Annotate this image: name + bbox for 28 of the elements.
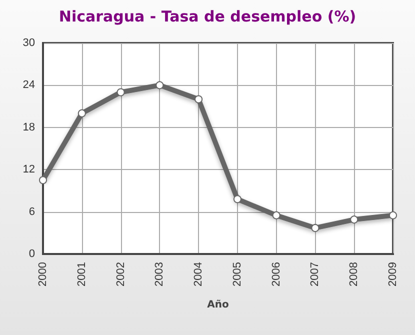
x-tick-label: 2004 bbox=[192, 262, 205, 286]
point bbox=[272, 211, 280, 220]
y-tick-label: 6 bbox=[28, 206, 35, 218]
y-tick-label: 12 bbox=[22, 164, 35, 176]
point bbox=[116, 88, 125, 96]
x-tick-label: 2001 bbox=[76, 262, 88, 286]
x-axis-title: Año bbox=[207, 300, 229, 310]
x-tick-label: 2007 bbox=[309, 262, 322, 286]
point bbox=[311, 224, 320, 232]
x-tick-label: 2005 bbox=[231, 262, 244, 286]
x-tick-label: 2002 bbox=[114, 262, 127, 286]
y-tick-label: 24 bbox=[22, 79, 35, 92]
chart-title: Nicaragua - Tasa de desempleo (%) bbox=[58, 8, 356, 26]
point bbox=[156, 81, 164, 90]
point bbox=[78, 109, 86, 118]
x-tick-label: 2009 bbox=[387, 262, 399, 286]
point bbox=[350, 216, 358, 224]
point bbox=[389, 211, 397, 220]
y-tick-label: 30 bbox=[22, 37, 35, 49]
point bbox=[39, 176, 47, 184]
x-tick-label: 2000 bbox=[37, 262, 49, 286]
y-tick-label: 18 bbox=[22, 121, 35, 134]
x-tick-label: 2003 bbox=[154, 262, 166, 286]
point bbox=[233, 195, 242, 204]
point bbox=[194, 95, 203, 104]
x-tick-label: 2006 bbox=[270, 262, 282, 286]
x-tick-label: 2008 bbox=[348, 262, 360, 286]
y-tick-label: 0 bbox=[28, 248, 35, 260]
